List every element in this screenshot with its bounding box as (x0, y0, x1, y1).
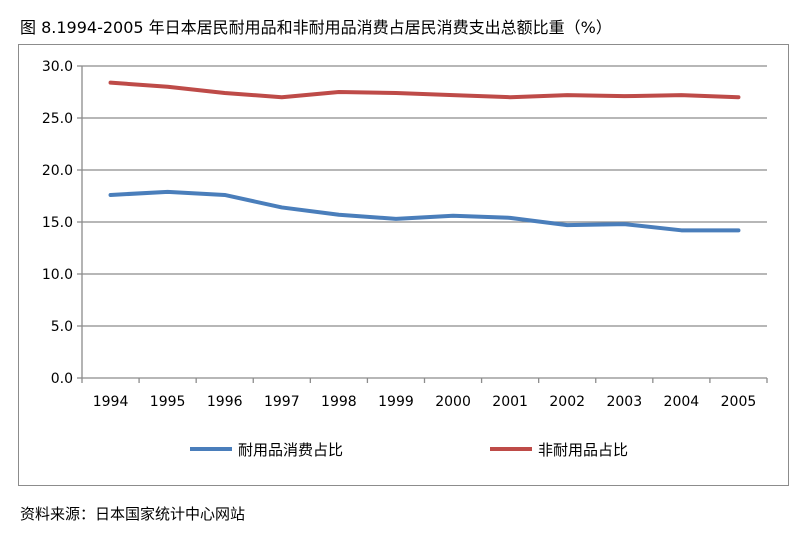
legend-label: 非耐用品占比 (538, 441, 628, 459)
x-tick-label: 2003 (606, 394, 642, 410)
series-2 (108, 80, 741, 100)
x-tick-label: 2000 (435, 394, 471, 410)
x-tick-label: 1996 (207, 394, 243, 410)
y-tick-label: 25.0 (42, 111, 73, 127)
x-tick-label: 1999 (378, 394, 414, 410)
legend-label: 耐用品消费占比 (238, 441, 343, 459)
y-tick-label: 10.0 (42, 267, 73, 283)
series-line (108, 80, 741, 100)
x-tick-label: 2001 (492, 394, 528, 410)
x-tick-label: 2002 (549, 394, 585, 410)
series-line (108, 189, 741, 233)
x-tick-label: 1995 (150, 394, 186, 410)
x-tick-label: 1998 (321, 394, 357, 410)
y-tick-label: 15.0 (42, 215, 73, 231)
x-tick-label: 1997 (264, 394, 300, 410)
chart-frame (18, 44, 789, 486)
chart-title: 图 8.1994-2005 年日本居民耐用品和非耐用品消费占居民消费支出总额比重… (20, 18, 612, 37)
series-1 (108, 189, 741, 233)
y-tick-label: 5.0 (51, 319, 73, 335)
source-note: 资料来源：日本国家统计中心网站 (20, 505, 246, 523)
y-tick-label: 30.0 (42, 59, 73, 75)
y-tick-label: 0.0 (51, 371, 73, 387)
x-tick-label: 2004 (664, 394, 700, 410)
y-tick-label: 20.0 (42, 163, 73, 179)
x-tick-label: 2005 (721, 394, 757, 410)
x-tick-label: 1994 (93, 394, 129, 410)
